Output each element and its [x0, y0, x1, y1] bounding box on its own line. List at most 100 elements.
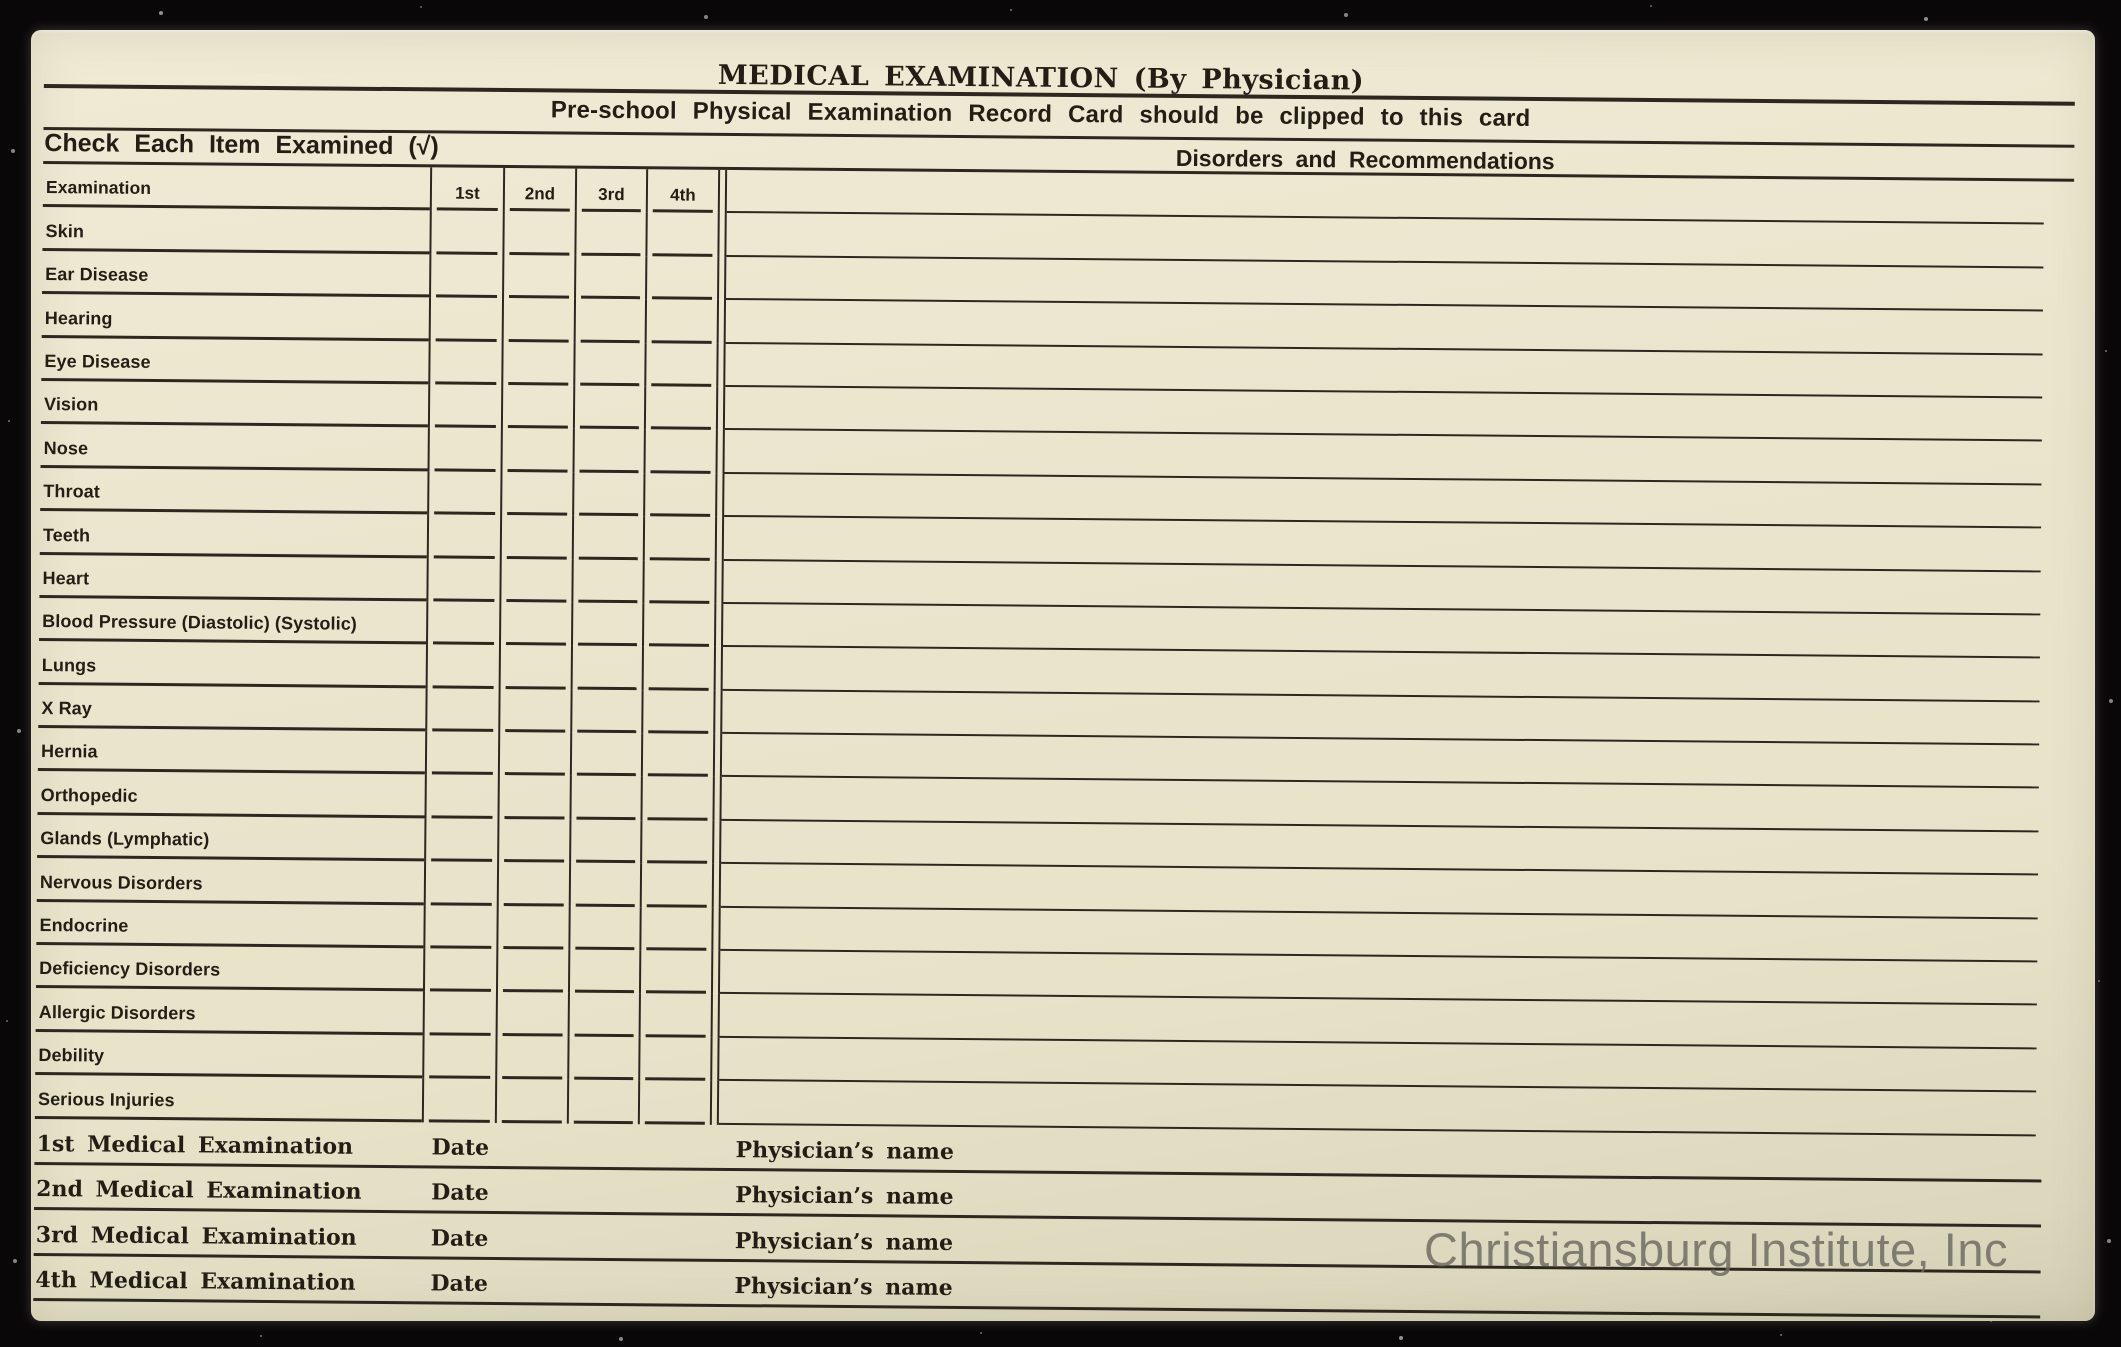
check-cell-4th[interactable] [638, 1037, 711, 1082]
check-cell-4th[interactable] [645, 256, 718, 301]
check-cell-4th[interactable] [638, 993, 711, 1038]
check-cell-4th[interactable] [640, 733, 714, 778]
check-cell-2nd[interactable] [500, 428, 573, 473]
check-cell-1st[interactable] [429, 254, 503, 299]
check-cell-3rd[interactable] [567, 993, 639, 1038]
check-cell-1st[interactable] [428, 340, 502, 385]
check-cell-2nd[interactable] [498, 601, 572, 646]
double-column-divider [716, 343, 726, 387]
check-cell-4th[interactable] [643, 386, 717, 431]
check-cell-3rd[interactable] [570, 602, 643, 647]
check-cell-3rd[interactable] [570, 689, 642, 734]
check-cell-1st[interactable] [426, 557, 500, 602]
scan-noise-speckles [0, 0, 2, 2]
footer-date-label: Date [431, 1179, 489, 1206]
double-column-divider [713, 690, 723, 735]
check-cell-3rd[interactable] [573, 342, 645, 387]
check-cell-1st[interactable] [421, 1078, 496, 1123]
check-cell-1st[interactable] [424, 731, 499, 776]
check-cell-2nd[interactable] [497, 775, 570, 820]
check-cell-4th[interactable] [644, 299, 718, 344]
check-cell-3rd[interactable] [571, 515, 644, 560]
check-cell-1st[interactable] [427, 427, 501, 472]
card-content: MEDICAL EXAMINATION (By Physician) Pre-s… [20, 30, 2075, 1339]
check-cell-2nd[interactable] [499, 558, 572, 603]
check-cell-3rd[interactable] [569, 732, 642, 777]
check-cell-2nd[interactable] [495, 992, 568, 1037]
check-cell-2nd[interactable] [496, 905, 569, 950]
check-cell-2nd[interactable] [501, 341, 574, 386]
check-cell-4th[interactable] [638, 950, 712, 995]
check-cell-2nd[interactable] [498, 645, 571, 690]
check-cell-3rd[interactable] [574, 212, 646, 257]
check-cell-4th[interactable] [642, 516, 716, 561]
check-cell-3rd[interactable] [569, 819, 641, 864]
check-cell-2nd[interactable] [497, 818, 570, 863]
check-cell-1st[interactable] [423, 904, 497, 950]
check-cell-3rd[interactable] [569, 776, 641, 821]
check-cell-3rd[interactable] [572, 385, 645, 430]
check-cell-1st[interactable] [427, 471, 501, 516]
check-cell-4th[interactable] [639, 906, 712, 951]
check-cell-2nd[interactable] [498, 688, 571, 733]
check-cell-1st[interactable] [425, 644, 499, 689]
check-cell-1st[interactable] [422, 1035, 496, 1080]
check-cell-3rd[interactable] [571, 559, 643, 604]
check-cell-4th[interactable] [641, 646, 714, 691]
exam-row-label: Deficiency Disorders [35, 944, 424, 992]
double-column-divider [711, 907, 721, 951]
check-cell-1st[interactable] [424, 818, 498, 863]
double-column-divider [714, 560, 724, 604]
visit-column-header-3rd: 3rd [574, 168, 647, 213]
check-cell-3rd[interactable] [574, 255, 646, 300]
check-cell-3rd[interactable] [567, 949, 640, 994]
check-cell-1st[interactable] [428, 297, 503, 342]
check-cell-2nd[interactable] [501, 298, 575, 343]
check-cell-2nd[interactable] [502, 211, 575, 256]
exam-row-label: Debility [35, 1031, 423, 1079]
check-cell-1st[interactable] [422, 948, 497, 993]
check-cell-3rd[interactable] [572, 428, 644, 473]
check-cell-2nd[interactable] [502, 254, 575, 299]
check-cell-3rd[interactable] [573, 298, 646, 343]
check-cell-4th[interactable] [643, 472, 716, 517]
check-cell-3rd[interactable] [570, 645, 642, 690]
check-cell-2nd[interactable] [494, 1079, 568, 1124]
check-cell-4th[interactable] [641, 689, 714, 734]
check-cell-3rd[interactable] [568, 862, 641, 907]
exam-row-label: Orthopedic [37, 771, 425, 819]
double-column-divider [711, 864, 722, 908]
check-cell-2nd[interactable] [496, 862, 570, 907]
check-cell-1st[interactable] [427, 384, 502, 429]
double-column-divider [715, 386, 726, 431]
check-cell-4th[interactable] [642, 559, 715, 604]
check-cell-3rd[interactable] [572, 472, 644, 517]
check-cell-4th[interactable] [640, 820, 713, 865]
check-cell-4th[interactable] [643, 429, 716, 474]
check-cell-2nd[interactable] [499, 515, 573, 560]
check-cell-1st[interactable] [422, 991, 496, 1036]
check-cell-2nd[interactable] [500, 384, 574, 429]
check-cell-3rd[interactable] [568, 906, 640, 951]
exam-row-label: X Ray [38, 684, 426, 732]
check-cell-4th[interactable] [637, 1080, 711, 1125]
check-cell-1st[interactable] [423, 861, 498, 906]
check-cell-3rd[interactable] [567, 1036, 639, 1081]
check-cell-4th[interactable] [641, 603, 715, 648]
check-cell-1st[interactable] [429, 210, 503, 255]
check-cell-2nd[interactable] [497, 732, 571, 777]
check-cell-2nd[interactable] [495, 949, 569, 994]
check-cell-4th[interactable] [640, 776, 713, 821]
check-cell-4th[interactable] [645, 212, 718, 257]
check-cell-1st[interactable] [426, 514, 501, 559]
check-cell-2nd[interactable] [495, 1035, 568, 1080]
check-cell-3rd[interactable] [566, 1079, 639, 1124]
check-cell-1st[interactable] [425, 601, 500, 646]
check-cell-2nd[interactable] [500, 471, 573, 516]
double-column-divider [712, 733, 723, 778]
check-cell-4th[interactable] [639, 863, 713, 908]
check-cell-1st[interactable] [424, 774, 498, 819]
check-cell-1st[interactable] [425, 688, 499, 733]
check-cell-4th[interactable] [644, 342, 717, 387]
double-column-divider [714, 516, 725, 561]
